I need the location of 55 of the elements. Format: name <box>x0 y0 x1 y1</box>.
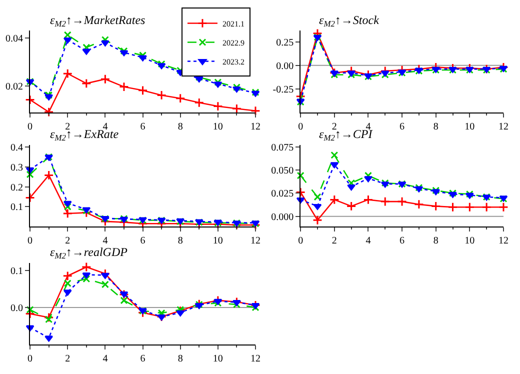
y-tick-label: 0.00 <box>276 60 294 72</box>
y-tick-label: 0.4 <box>10 142 24 154</box>
x-tick-label: 6 <box>400 236 405 247</box>
x-tick-label: 10 <box>212 354 223 365</box>
y-tick-label: -0.25 <box>272 84 294 96</box>
legend-label: 2023.2 <box>222 57 244 66</box>
x-tick-label: 10 <box>464 236 475 247</box>
x-tick-label: 12 <box>498 236 508 247</box>
y-tick-label: 0.02 <box>6 81 24 92</box>
y-tick-label: 0.0 <box>10 302 24 314</box>
x-tick-label: 0 <box>28 354 33 365</box>
x-tick-label: 0 <box>28 236 33 247</box>
x-tick-label: 8 <box>433 236 438 247</box>
y-tick-label: 0.075 <box>271 142 294 154</box>
y-tick-label: 0.025 <box>271 188 294 200</box>
y-tick-label: 0.000 <box>271 212 294 223</box>
x-tick-label: 8 <box>178 354 183 365</box>
x-tick-label: 0 <box>298 121 304 132</box>
x-tick-label: 10 <box>212 121 223 132</box>
x-tick-label: 12 <box>250 354 260 365</box>
x-tick-label: 12 <box>498 121 508 132</box>
x-tick-label: 4 <box>102 236 108 247</box>
x-tick-label: 2 <box>65 236 70 247</box>
x-tick-label: 2 <box>65 354 70 365</box>
legend-label: 2022.9 <box>222 38 244 48</box>
y-tick-label: 0.050 <box>271 166 294 176</box>
chart-title: ε$_{M2}$↑→realGDP <box>50 245 128 261</box>
x-tick-label: 4 <box>102 354 108 365</box>
x-tick-label: 12 <box>250 121 260 132</box>
legend-label: 2021.1 <box>222 19 244 28</box>
x-tick-label: 6 <box>140 236 146 247</box>
x-tick-label: 6 <box>140 121 146 132</box>
x-tick-label: 6 <box>140 354 146 365</box>
x-tick-label: 6 <box>400 121 405 132</box>
y-tick-label: 0.04 <box>6 33 24 44</box>
x-tick-label: 2 <box>65 121 70 132</box>
x-tick-label: 8 <box>178 121 183 132</box>
y-tick-label: 0.25 <box>276 37 294 48</box>
y-tick-label: 0.2 <box>10 182 24 194</box>
x-tick-label: 2 <box>332 121 337 132</box>
x-tick-label: 8 <box>178 236 183 247</box>
x-tick-label: 8 <box>433 121 438 132</box>
x-tick-label: 4 <box>366 236 371 247</box>
x-tick-label: 0 <box>28 121 33 132</box>
chart-title: ε$_{M2}$↑→Stock <box>319 13 380 29</box>
x-tick-label: 4 <box>102 121 108 132</box>
y-tick-label: 0.3 <box>10 162 24 174</box>
chart-title: ε$_{M2}$↑→MarketRates <box>50 13 146 29</box>
x-tick-label: 2 <box>332 236 337 247</box>
y-tick-label: 0.1 <box>10 266 24 277</box>
x-tick-label: 10 <box>212 236 223 247</box>
x-tick-label: 10 <box>464 121 475 132</box>
x-tick-label: 0 <box>298 236 304 247</box>
y-tick-label: 0.1 <box>10 202 24 214</box>
x-tick-label: 12 <box>250 236 260 247</box>
